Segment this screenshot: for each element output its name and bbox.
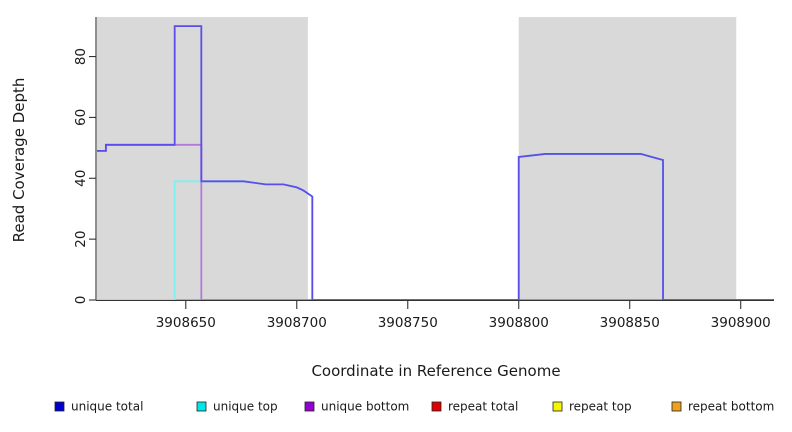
legend-swatch [431, 401, 442, 412]
y-tick-label: 0 [73, 296, 89, 305]
series-line-unique-total [97, 25, 774, 301]
legend-swatch [552, 401, 563, 412]
y-tick-label: 40 [73, 170, 89, 187]
legend-item-unique-total: unique total [54, 400, 143, 414]
chart-legend: unique total unique top unique bottom repea… [54, 400, 774, 414]
x-axis-title: Coordinate in Reference Genome [311, 362, 560, 380]
legend-swatch [304, 401, 315, 412]
legend-label: repeat top [569, 400, 632, 414]
x-tick-label: 3908800 [489, 315, 549, 331]
x-tick-label: 3908850 [600, 315, 660, 331]
y-tick-label: 60 [73, 109, 89, 126]
legend-item-unique-top: unique top [196, 400, 278, 414]
legend-label: unique top [213, 400, 278, 414]
x-tick-label: 3908750 [378, 315, 438, 331]
repeat-region-right [518, 17, 737, 300]
plot-area [97, 17, 774, 301]
legend-label: unique bottom [321, 400, 409, 414]
legend-swatch [196, 401, 207, 412]
legend-label: repeat bottom [688, 400, 774, 414]
legend-item-repeat-bottom: repeat bottom [671, 400, 774, 414]
y-axis-title: Read Coverage Depth [10, 78, 28, 243]
x-tick-label: 3908700 [267, 315, 327, 331]
legend-label: repeat total [448, 400, 518, 414]
x-tick-label: 3908900 [711, 315, 771, 331]
legend-swatch [671, 401, 682, 412]
x-tick-label: 3908650 [156, 315, 216, 331]
legend-item-repeat-top: repeat top [552, 400, 632, 414]
axis-group: 0 20 40 60 80 3908650 3908700 3908750 3908800 390… [73, 17, 774, 331]
y-tick-label: 80 [73, 48, 89, 65]
repeat-region-left [97, 17, 308, 300]
legend-item-unique-bottom: unique bottom [304, 400, 409, 414]
legend-swatch [54, 401, 65, 412]
legend-label: unique total [71, 400, 143, 414]
legend-item-repeat-total: repeat total [431, 400, 518, 414]
y-tick-label: 20 [73, 231, 89, 248]
